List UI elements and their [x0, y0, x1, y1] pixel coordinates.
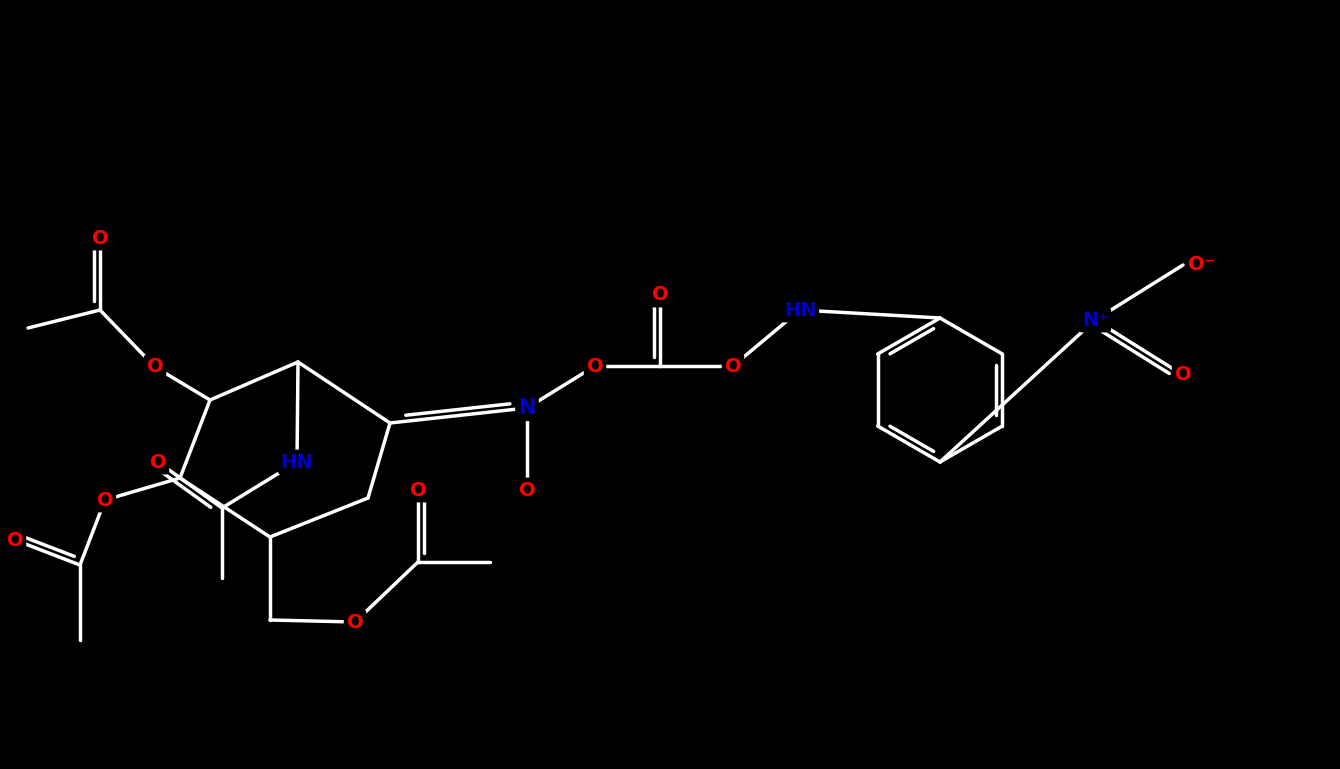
Text: O: O — [725, 357, 741, 375]
Text: HN: HN — [784, 301, 816, 319]
Text: O: O — [91, 228, 109, 248]
Text: O: O — [1175, 365, 1191, 384]
Text: O: O — [150, 452, 166, 471]
Text: O: O — [410, 481, 426, 500]
Text: O: O — [347, 612, 363, 631]
Text: O: O — [7, 531, 23, 550]
Text: N: N — [519, 398, 536, 418]
Text: O: O — [587, 357, 603, 375]
Text: O⁻: O⁻ — [1189, 255, 1215, 275]
Text: O: O — [146, 358, 163, 377]
Text: N⁺: N⁺ — [1081, 311, 1108, 329]
Text: HN: HN — [281, 452, 314, 471]
Text: O: O — [519, 481, 535, 500]
Text: O: O — [651, 285, 669, 305]
Text: O: O — [96, 491, 114, 510]
